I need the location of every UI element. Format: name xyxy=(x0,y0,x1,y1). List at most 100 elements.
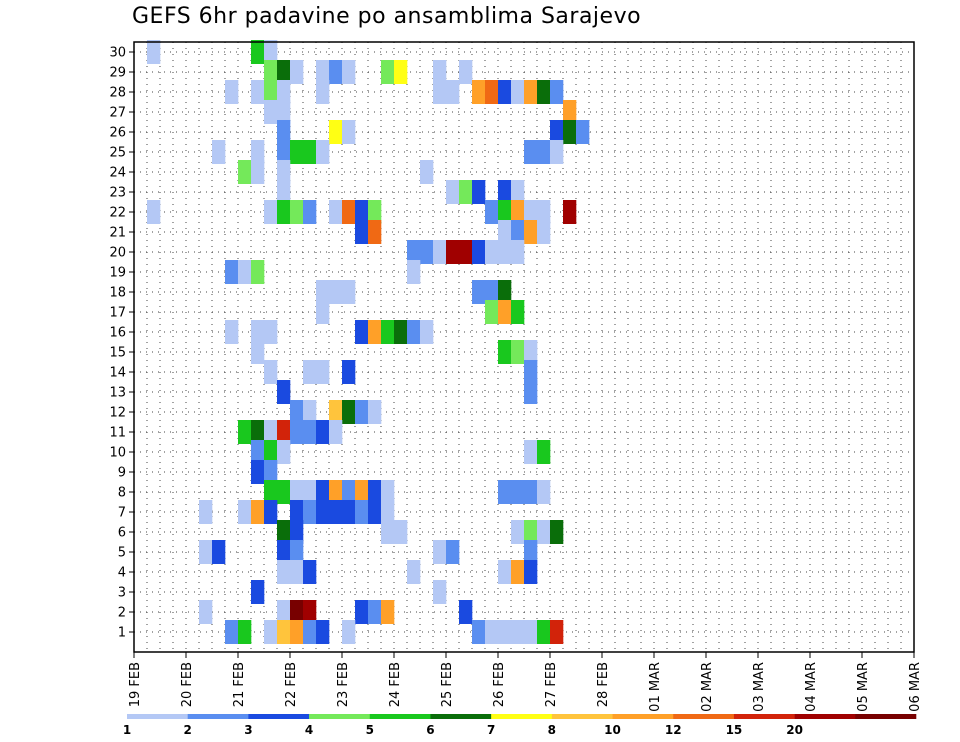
chart-title: GEFS 6hr padavine po ansamblima Sarajevo xyxy=(132,4,642,29)
precip-cell xyxy=(355,480,369,504)
precip-cell xyxy=(290,540,304,564)
colorbar-swatch xyxy=(551,714,613,719)
precip-cell xyxy=(381,500,395,524)
colorbar-swatch xyxy=(673,714,735,719)
precip-cell xyxy=(199,600,213,624)
y-tick-label: 15 xyxy=(109,346,126,361)
y-tick-label: 24 xyxy=(109,166,126,181)
x-tick-label: 02 MAR xyxy=(700,662,715,712)
precip-cell xyxy=(420,160,434,184)
precip-cell xyxy=(394,320,408,344)
precip-cell xyxy=(290,600,304,624)
precip-cell xyxy=(277,480,291,504)
colorbar-label: 7 xyxy=(487,723,495,737)
precip-cell xyxy=(316,360,330,384)
precip-cell xyxy=(277,420,291,444)
precip-cell xyxy=(342,620,356,644)
precip-cell xyxy=(433,80,447,104)
x-tick-label: 25 FEB xyxy=(440,662,455,707)
precip-cell xyxy=(342,60,356,84)
precip-cell xyxy=(277,120,291,144)
precip-cell xyxy=(537,480,551,504)
precip-cell xyxy=(485,280,499,304)
precip-cell xyxy=(264,440,278,464)
precip-cell xyxy=(355,400,369,424)
y-tick-label: 17 xyxy=(109,306,126,321)
precip-cell xyxy=(524,140,538,164)
precip-cell xyxy=(472,80,486,104)
precip-cell xyxy=(290,200,304,224)
y-tick-label: 30 xyxy=(109,46,126,61)
precip-cell xyxy=(472,280,486,304)
x-tick-label: 06 MAR xyxy=(908,662,923,712)
precip-cell xyxy=(238,620,252,644)
precip-cell xyxy=(355,600,369,624)
precip-cell xyxy=(342,120,356,144)
precip-cell xyxy=(368,500,382,524)
x-tick-label: 22 FEB xyxy=(284,662,299,707)
precip-cell xyxy=(147,200,161,224)
precip-cell xyxy=(511,180,525,204)
precip-cell xyxy=(290,500,304,524)
precip-cell xyxy=(511,520,525,544)
precip-cell xyxy=(524,80,538,104)
precip-cell xyxy=(524,440,538,464)
precip-cell xyxy=(472,180,486,204)
x-tick-label: 26 FEB xyxy=(492,662,507,707)
precip-cell xyxy=(342,500,356,524)
precip-cell xyxy=(550,620,564,644)
precip-cell xyxy=(264,100,278,124)
precip-cell xyxy=(147,40,161,64)
precip-cell xyxy=(277,160,291,184)
precip-cell xyxy=(329,120,343,144)
precip-cell xyxy=(277,540,291,564)
precip-cell xyxy=(264,420,278,444)
precip-cell xyxy=(524,540,538,564)
precip-cell xyxy=(537,440,551,464)
precip-cell xyxy=(420,320,434,344)
y-tick-label: 1 xyxy=(118,626,126,641)
precip-cell xyxy=(342,360,356,384)
precip-cell xyxy=(459,180,473,204)
precip-cell xyxy=(498,300,512,324)
precip-cell xyxy=(316,140,330,164)
precip-cell xyxy=(316,480,330,504)
precip-cell xyxy=(563,120,577,144)
precip-cell xyxy=(446,80,460,104)
precip-cell xyxy=(550,140,564,164)
precip-cell xyxy=(303,200,317,224)
precip-cell xyxy=(498,620,512,644)
precip-cell xyxy=(251,320,265,344)
precip-cell xyxy=(290,140,304,164)
precip-cell xyxy=(485,300,499,324)
precip-cell xyxy=(524,520,538,544)
precip-cell xyxy=(381,480,395,504)
precip-cell xyxy=(433,540,447,564)
precip-cell xyxy=(251,500,265,524)
precip-cell xyxy=(563,100,577,124)
precip-cell xyxy=(264,360,278,384)
precip-cell xyxy=(511,480,525,504)
precip-cell xyxy=(407,320,421,344)
precip-cell xyxy=(407,240,421,264)
precip-cell xyxy=(199,500,213,524)
precip-cell xyxy=(303,420,317,444)
y-tick-label: 28 xyxy=(109,86,126,101)
precip-cell xyxy=(355,200,369,224)
precip-cell xyxy=(329,420,343,444)
colorbar-label: 20 xyxy=(786,723,803,737)
precip-cell xyxy=(368,320,382,344)
precip-cell xyxy=(537,140,551,164)
y-tick-label: 2 xyxy=(118,606,126,621)
precip-cell xyxy=(303,480,317,504)
y-tick-label: 9 xyxy=(118,466,126,481)
precip-cell xyxy=(329,60,343,84)
precip-cell xyxy=(238,260,252,284)
precip-cell xyxy=(511,80,525,104)
precip-cell xyxy=(550,520,564,544)
x-tick-label: 27 FEB xyxy=(544,662,559,707)
x-tick-label: 01 MAR xyxy=(648,662,663,712)
precip-cell xyxy=(225,620,239,644)
precip-cell xyxy=(316,500,330,524)
precip-cell xyxy=(381,600,395,624)
